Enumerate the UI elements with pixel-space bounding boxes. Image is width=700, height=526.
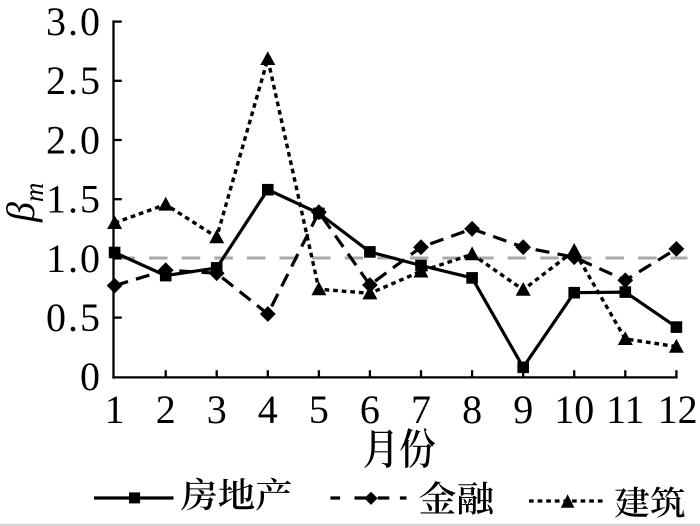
svg-text:9: 9 [513,387,533,432]
svg-text:0.5: 0.5 [46,295,102,340]
svg-text:2: 2 [156,387,176,432]
svg-text:1: 1 [105,387,125,432]
svg-text:4: 4 [258,387,278,432]
svg-text:3.0: 3.0 [46,0,102,44]
svg-text:1.0: 1.0 [46,236,102,281]
svg-text:7: 7 [411,387,431,432]
svg-text:0: 0 [80,354,102,399]
svg-text:6: 6 [360,387,380,432]
svg-text:2.0: 2.0 [46,117,102,162]
svg-text:βm: βm [0,183,49,223]
svg-text:1.5: 1.5 [46,177,102,222]
svg-text:11: 11 [606,387,645,432]
svg-text:12: 12 [658,387,698,432]
svg-text:10: 10 [554,387,594,432]
svg-text:3: 3 [207,387,227,432]
svg-text:2.5: 2.5 [46,58,102,103]
svg-text:8: 8 [462,387,482,432]
svg-text:5: 5 [309,387,329,432]
